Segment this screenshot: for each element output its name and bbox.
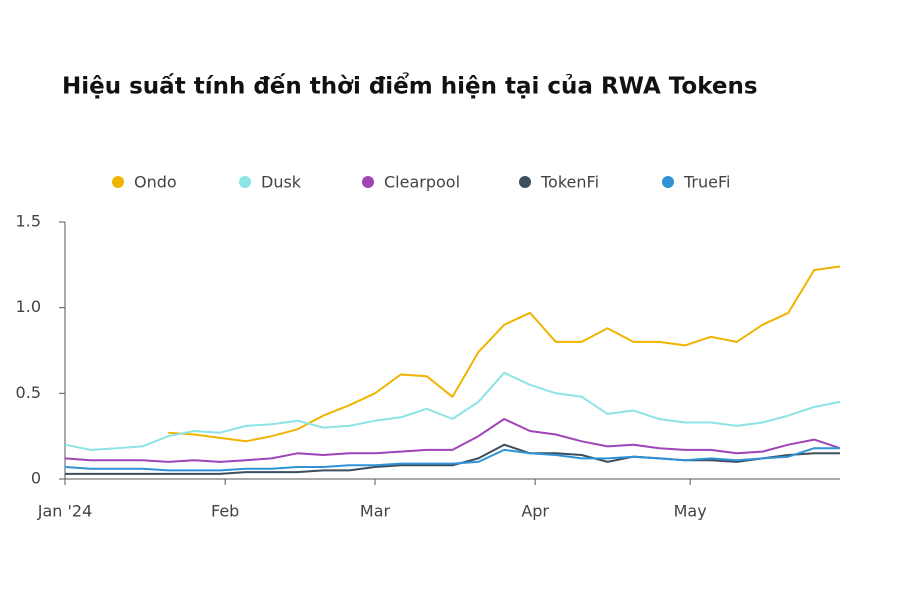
legend-marker xyxy=(112,176,124,188)
legend-label: TokenFi xyxy=(540,173,599,192)
legend-marker xyxy=(362,176,374,188)
x-tick-label: Apr xyxy=(521,502,549,521)
legend-marker xyxy=(519,176,531,188)
y-tick-label: 0 xyxy=(31,469,41,488)
y-tick-label: 1.0 xyxy=(16,297,41,316)
x-tick-label: Jan '24 xyxy=(37,502,93,521)
series-line xyxy=(64,447,840,472)
legend-label: Ondo xyxy=(134,173,177,192)
x-tick-label: Mar xyxy=(360,502,391,521)
chart-title: Hiệu suất tính đến thời điểm hiện tại củ… xyxy=(62,72,758,100)
series-line xyxy=(65,443,840,475)
series-line xyxy=(168,265,841,443)
legend-label: Dusk xyxy=(261,173,302,192)
legend-marker xyxy=(239,176,251,188)
legend-label: Clearpool xyxy=(384,173,460,192)
y-tick-label: 0.5 xyxy=(16,383,41,402)
series-line xyxy=(64,371,841,451)
x-tick-label: May xyxy=(674,502,707,521)
series-line xyxy=(64,418,841,463)
legend-marker xyxy=(662,176,674,188)
x-tick-label: Feb xyxy=(211,502,239,521)
legend-label: TrueFi xyxy=(683,173,730,192)
y-tick-label: 1.5 xyxy=(16,212,41,231)
